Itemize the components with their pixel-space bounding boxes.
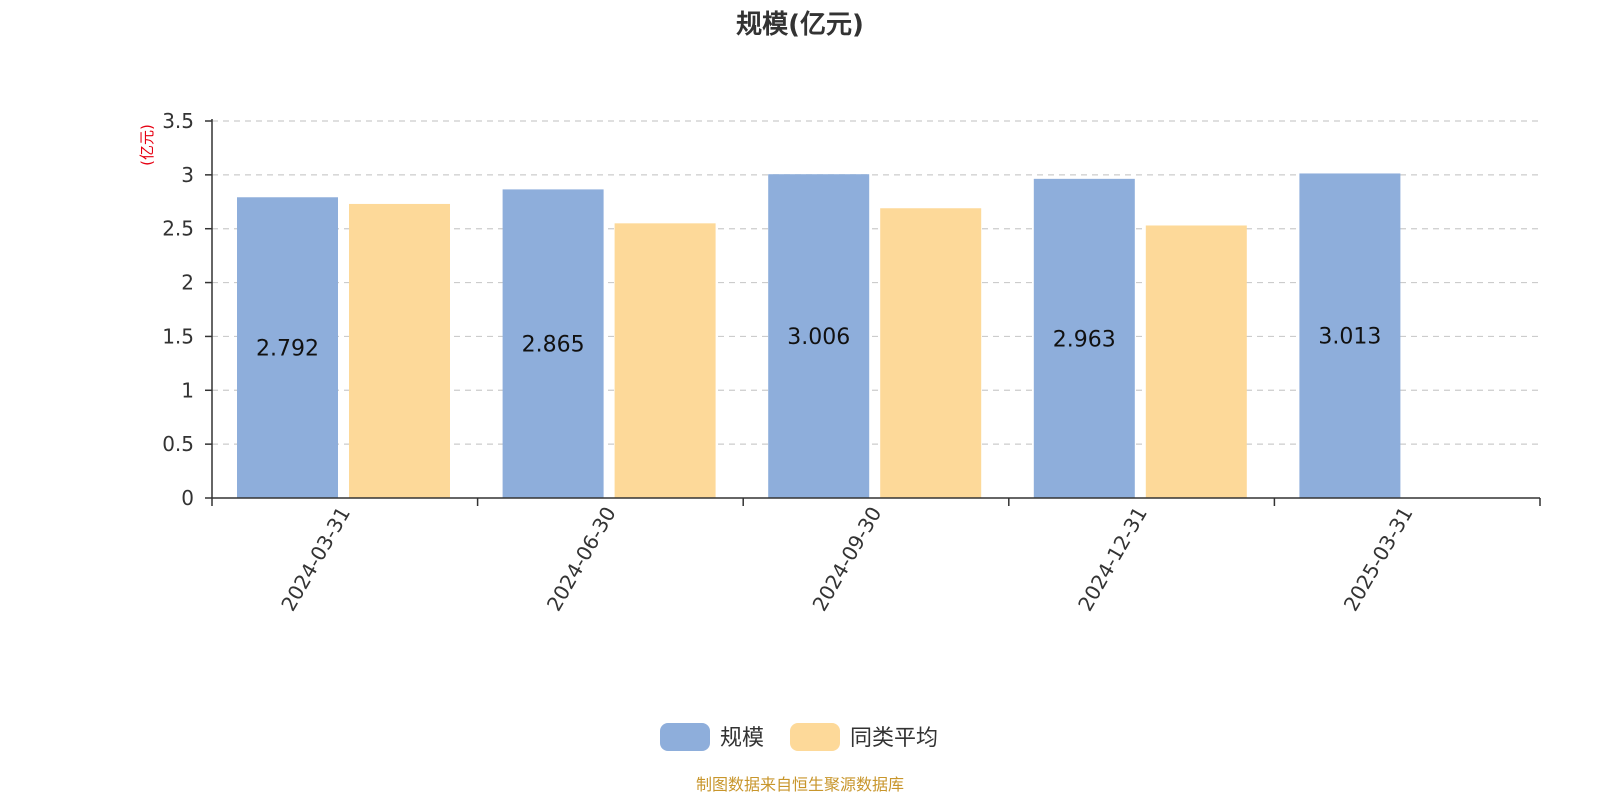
data-label: 2.792 xyxy=(256,337,319,362)
chart-title: 规模(亿元) xyxy=(736,10,864,40)
bar-scale-2024-06-30 xyxy=(502,189,604,499)
bars xyxy=(237,173,1401,499)
source-note: 制图数据来自恒生聚源数据库 xyxy=(696,775,904,794)
bar-scale-2024-03-31 xyxy=(237,197,338,498)
data-label: 2.865 xyxy=(522,333,585,358)
legend-swatch xyxy=(790,723,840,751)
bar-peer-average-2024-09-30 xyxy=(880,208,982,498)
y-axis-unit-label: (亿元) xyxy=(138,124,156,166)
y-tick-label: 1 xyxy=(181,378,194,402)
axes xyxy=(211,119,1540,499)
y-tick-label: 1.5 xyxy=(162,324,194,348)
y-tick-label: 0 xyxy=(181,486,194,510)
legend-label: 规模 xyxy=(720,726,764,751)
data-label: 3.006 xyxy=(787,325,850,350)
bar-peer-average-2024-03-31 xyxy=(349,203,450,498)
legend-swatch xyxy=(660,723,710,751)
x-tick-label: 2024-06-30 xyxy=(542,503,621,616)
data-label: 3.013 xyxy=(1318,325,1381,350)
bar-scale-2025-03-31 xyxy=(1299,173,1401,499)
x-tick-label: 2024-12-31 xyxy=(1073,503,1152,616)
bar-scale-2024-09-30 xyxy=(768,174,870,498)
x-axis-ticks: 2024-03-31 2024-06-30 2024-09-30 2024-12-31… xyxy=(211,498,1541,616)
bar-scale-2024-12-31 xyxy=(1033,178,1135,498)
y-tick-label: 3.5 xyxy=(162,109,194,133)
x-tick-label: 2024-03-31 xyxy=(276,503,355,616)
legend-label: 同类平均 xyxy=(850,726,938,751)
bar-peer-average-2024-06-30 xyxy=(614,223,716,499)
x-tick-label: 2025-03-31 xyxy=(1339,503,1418,616)
legend: 规模 同类平均 xyxy=(660,723,938,751)
bar-peer-average-2024-12-31 xyxy=(1145,225,1247,499)
data-labels: 2.792 2.865 3.006 2.963 3.013 xyxy=(256,325,1381,362)
data-label: 2.963 xyxy=(1053,327,1116,352)
y-tick-label: 3 xyxy=(181,163,194,187)
y-tick-label: 2.5 xyxy=(162,217,194,241)
y-tick-label: 2 xyxy=(181,271,194,295)
y-axis-ticks: 0 0.5 1 1.5 2 2.5 3 3.5 xyxy=(162,109,212,510)
y-tick-label: 0.5 xyxy=(162,432,194,456)
x-tick-label: 2024-09-30 xyxy=(807,503,886,616)
